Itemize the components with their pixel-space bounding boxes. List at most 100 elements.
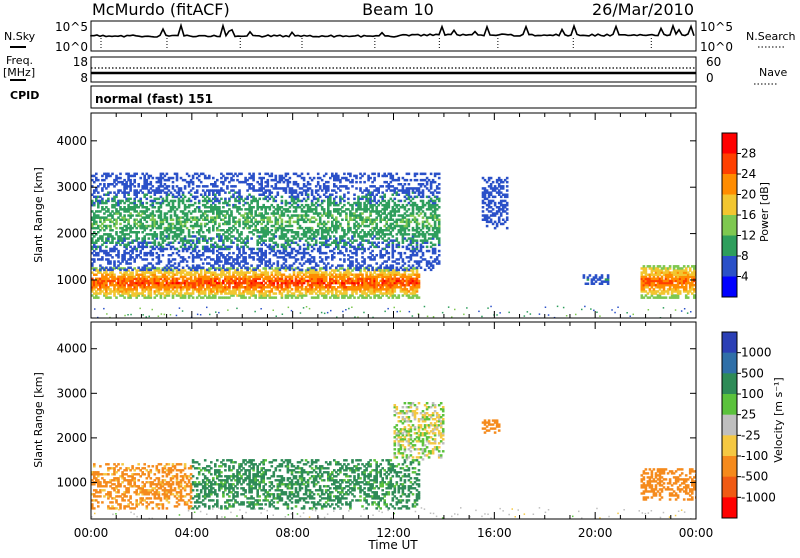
range-time-cell [339,189,342,192]
range-time-cell [196,189,199,192]
range-time-cell [383,194,386,197]
range-time-cell [351,179,354,182]
range-time-cell [186,260,189,263]
range-time-cell [343,173,346,176]
range-time-cell [323,208,326,211]
range-time-cell [396,237,399,240]
range-time-cell [402,258,405,261]
range-time-cell [392,175,395,178]
range-time-cell [97,296,100,299]
range-time-cell [335,196,338,199]
range-time-cell [230,210,233,213]
range-time-cell [166,248,169,251]
beam-title: Beam 10 [362,0,434,19]
range-time-cell [148,208,151,211]
freq-left-unit: [MHz] [3,66,35,79]
range-time-cell [212,177,215,180]
range-time-cell [347,191,350,194]
range-time-cell [418,296,421,299]
range-time-cell [307,269,310,272]
range-time-cell [141,202,144,205]
range-time-cell [198,250,201,253]
range-time-cell [281,200,284,203]
range-time-cell [174,262,177,265]
range-time-cell [264,239,267,242]
range-time-cell [275,296,278,299]
range-time-cell [252,256,255,259]
range-time-cell [222,206,225,209]
range-time-cell [363,181,366,184]
range-time-cell [347,187,350,190]
range-time-cell [101,256,104,259]
range-time-cell [254,294,257,297]
range-time-cell [107,198,110,201]
range-time-cell [260,248,263,251]
range-time-cell [226,185,229,188]
range-time-cell [373,177,376,180]
range-time-cell [367,269,370,272]
range-time-cell [353,198,356,201]
nsky-trace [91,26,694,48]
range-time-cell [343,200,346,203]
range-time-cell [113,260,116,263]
range-time-cell [275,292,278,295]
range-time-cell [97,191,100,194]
range-time-cell [111,256,114,259]
range-time-cell [349,227,352,230]
range-time-cell [291,225,294,228]
range-time-cell [172,185,175,188]
range-time-cell [204,235,207,238]
range-time-cell [331,194,334,197]
range-time-cell [327,185,330,188]
range-time-cell [281,219,284,222]
range-time-cell [178,269,181,272]
range-time-cell [329,235,332,238]
range-time-cell [99,183,102,186]
range-time-cell [137,183,140,186]
range-time-cell [317,264,320,267]
range-time-cell [208,227,211,230]
station-title: McMurdo (fitACF) [92,0,230,19]
range-time-cell [109,296,112,299]
range-time-cell [154,206,157,209]
range-time-cell [400,252,403,255]
range-time-cell [377,246,380,249]
range-time-cell [394,250,397,253]
range-time-cell [339,258,342,261]
range-time-cell [131,214,134,217]
range-time-cell [267,212,270,215]
range-time-cell [317,181,320,184]
range-time-cell [269,258,272,261]
range-time-cell [373,173,376,176]
range-time-cell [398,242,401,245]
range-time-cell [289,177,292,180]
range-time-cell [291,288,294,291]
range-time-cell [109,191,112,194]
range-time-cell [349,173,352,176]
range-time-cell [190,200,193,203]
range-time-cell [363,258,366,261]
range-time-cell [152,177,155,180]
range-time-cell [377,242,380,245]
range-time-cell [214,269,217,272]
range-time-cell [188,175,191,178]
range-time-cell [398,262,401,265]
range-time-cell [206,269,209,272]
range-time-cell [353,296,356,299]
range-time-cell [325,252,328,255]
range-time-cell [192,231,195,234]
range-time-cell [418,274,421,277]
range-time-cell [218,223,221,226]
range-time-cell [363,248,366,251]
range-time-cell [146,198,149,201]
range-time-cell [137,237,140,240]
range-time-cell [311,189,314,192]
range-time-cell [188,256,191,259]
range-time-cell [343,229,346,232]
range-time-cell [192,187,195,190]
range-time-cell [224,191,227,194]
range-time-cell [135,173,138,176]
range-time-cell [188,229,191,232]
range-time-cell [246,267,249,270]
power-heatmap [91,173,698,319]
